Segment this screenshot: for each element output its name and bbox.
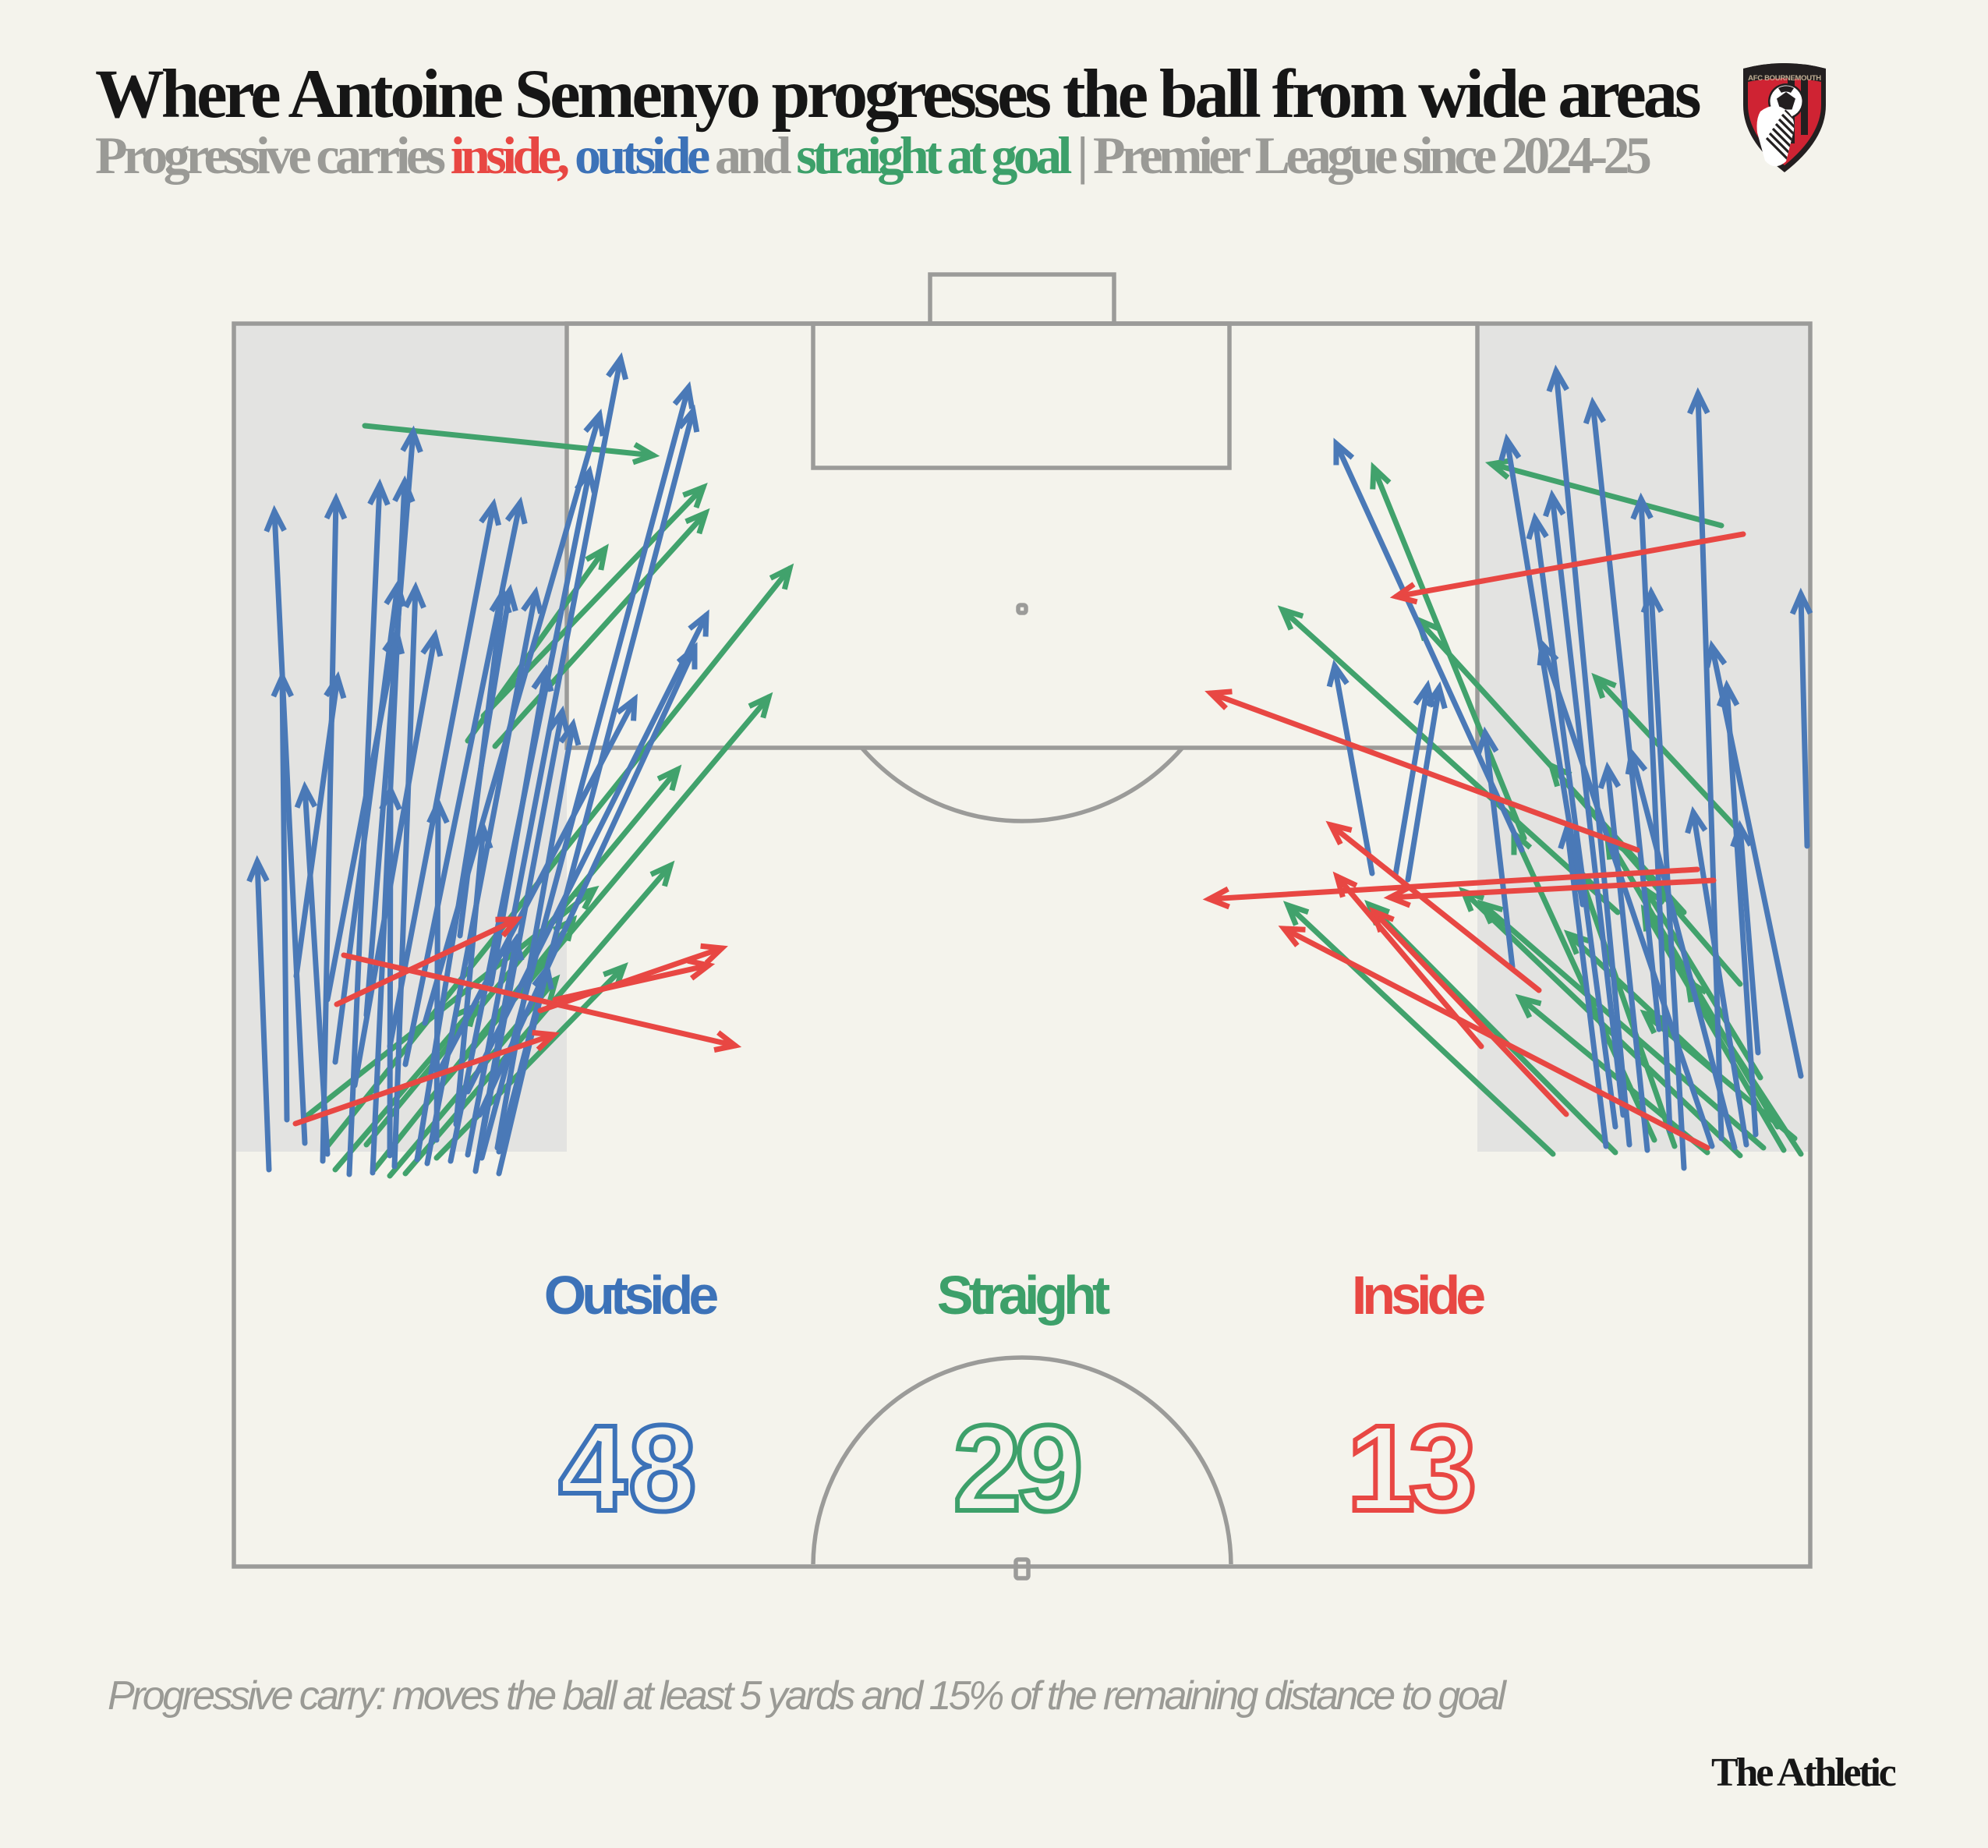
svg-text:AFC BOURNEMOUTH: AFC BOURNEMOUTH bbox=[1748, 74, 1821, 83]
